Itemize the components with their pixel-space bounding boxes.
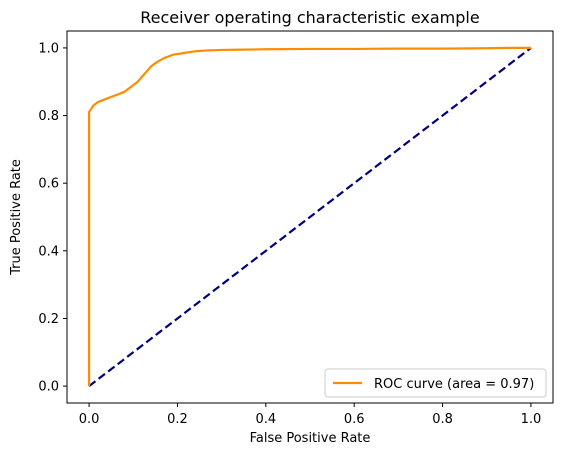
y-tick-label: 0.8 [38,109,59,124]
x-tick-label: 0.2 [167,412,188,427]
y-tick-label: 0.4 [38,244,59,259]
x-tick-label: 0.8 [432,412,453,427]
x-axis-ticks: 0.0 0.2 0.4 0.6 0.8 1.0 [79,403,542,427]
x-tick-label: 0.0 [79,412,100,427]
chart-title: Receiver operating characteristic exampl… [140,8,479,27]
chance-diagonal-line [88,47,532,387]
y-axis-label: True Positive Rate [9,159,24,276]
y-tick-label: 1.0 [38,41,59,56]
legend-label: ROC curve (area = 0.97) [374,377,534,392]
x-tick-label: 1.0 [521,412,542,427]
y-tick-label: 0.0 [38,380,59,395]
x-tick-label: 0.6 [344,412,365,427]
roc-curve-line [87,46,531,387]
plot-series [87,46,532,387]
x-axis-label: False Positive Rate [250,431,371,446]
legend: ROC curve (area = 0.97) [324,368,547,398]
legend-box [324,368,547,398]
plot-frame [66,30,554,404]
y-axis-ticks: 0.0 0.2 0.4 0.6 0.8 1.0 [38,41,67,395]
y-tick-label: 0.6 [38,177,59,192]
x-tick-label: 0.4 [255,412,276,427]
y-tick-label: 0.2 [38,312,59,327]
